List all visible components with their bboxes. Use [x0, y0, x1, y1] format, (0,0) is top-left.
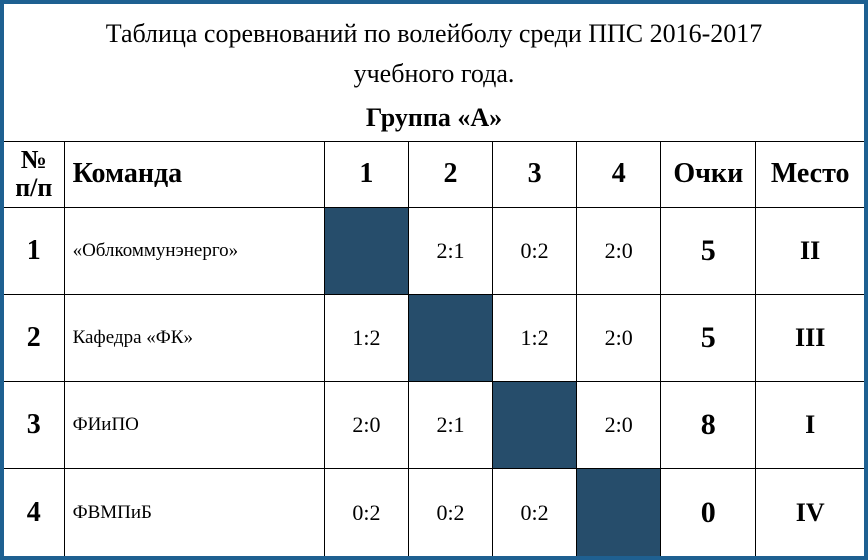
diagonal-cell — [408, 294, 492, 381]
row-num: 2 — [4, 294, 64, 381]
score-cell: 0:2 — [493, 469, 577, 556]
score-cell: 0:2 — [324, 469, 408, 556]
score-cell: 1:2 — [493, 294, 577, 381]
group-label: Группа «А» — [24, 103, 844, 133]
header-points: Очки — [661, 141, 756, 207]
header-num: № п/п — [4, 141, 64, 207]
points-cell: 0 — [661, 469, 756, 556]
points-cell: 5 — [661, 207, 756, 294]
header-col-4: 4 — [577, 141, 661, 207]
title-area: Таблица соревнований по волейболу среди … — [4, 4, 864, 141]
score-cell: 2:0 — [577, 207, 661, 294]
score-cell: 2:0 — [577, 294, 661, 381]
place-cell: I — [756, 382, 864, 469]
row-num: 3 — [4, 382, 64, 469]
header-col-3: 3 — [493, 141, 577, 207]
header-place: Место — [756, 141, 864, 207]
row-num: 1 — [4, 207, 64, 294]
diagonal-cell — [324, 207, 408, 294]
diagonal-cell — [577, 469, 661, 556]
header-col-1: 1 — [324, 141, 408, 207]
score-cell: 0:2 — [493, 207, 577, 294]
team-name: ФВМПиБ — [64, 469, 324, 556]
place-cell: III — [756, 294, 864, 381]
diagonal-cell — [493, 382, 577, 469]
score-cell: 2:0 — [324, 382, 408, 469]
table-row: 1 «Облкоммунэнерго» 2:1 0:2 2:0 5 II — [4, 207, 864, 294]
score-cell: 0:2 — [408, 469, 492, 556]
table-row: 2 Кафедра «ФК» 1:2 1:2 2:0 5 III — [4, 294, 864, 381]
outer-frame: Таблица соревнований по волейболу среди … — [0, 0, 868, 560]
team-name: Кафедра «ФК» — [64, 294, 324, 381]
score-cell: 1:2 — [324, 294, 408, 381]
title-line-2: учебного года. — [24, 54, 844, 94]
score-cell: 2:1 — [408, 382, 492, 469]
points-cell: 8 — [661, 382, 756, 469]
team-name: «Облкоммунэнерго» — [64, 207, 324, 294]
score-cell: 2:1 — [408, 207, 492, 294]
row-num: 4 — [4, 469, 64, 556]
table-row: 3 ФИиПО 2:0 2:1 2:0 8 I — [4, 382, 864, 469]
header-team: Команда — [64, 141, 324, 207]
team-name: ФИиПО — [64, 382, 324, 469]
points-cell: 5 — [661, 294, 756, 381]
place-cell: II — [756, 207, 864, 294]
title-line-1: Таблица соревнований по волейболу среди … — [24, 14, 844, 54]
header-col-2: 2 — [408, 141, 492, 207]
score-cell: 2:0 — [577, 382, 661, 469]
standings-table: № п/п Команда 1 2 3 4 Очки Место 1 «Облк… — [4, 141, 864, 556]
table-row: 4 ФВМПиБ 0:2 0:2 0:2 0 IV — [4, 469, 864, 556]
table-body: 1 «Облкоммунэнерго» 2:1 0:2 2:0 5 II 2 К… — [4, 207, 864, 556]
place-cell: IV — [756, 469, 864, 556]
header-row: № п/п Команда 1 2 3 4 Очки Место — [4, 141, 864, 207]
